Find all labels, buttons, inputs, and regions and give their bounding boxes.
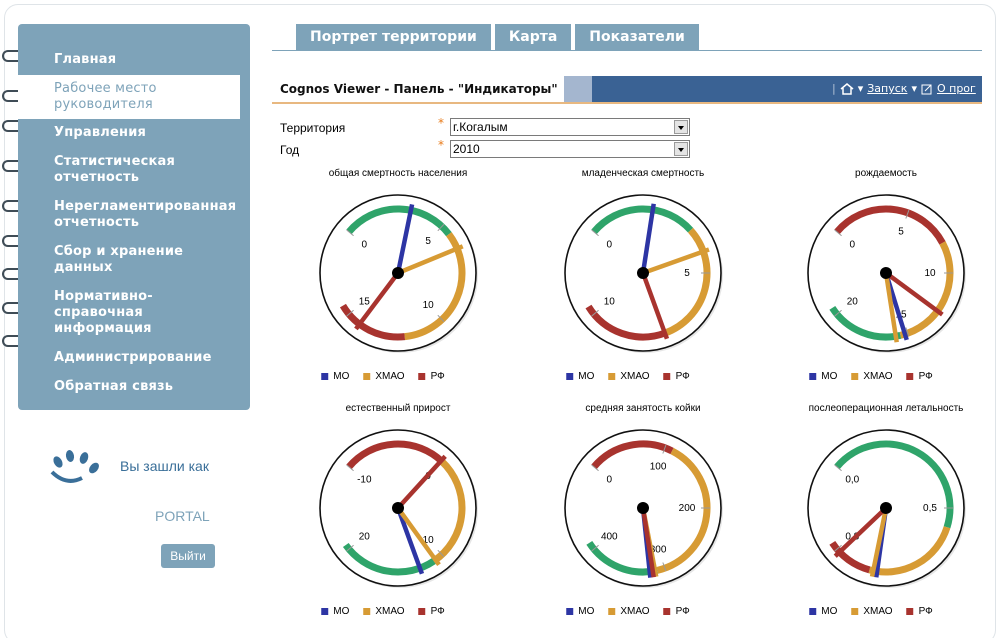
year-label: Год — [280, 143, 300, 157]
tab-territory-portrait[interactable]: Портрет территории — [296, 24, 491, 50]
filter-panel: Территория * г.Когалым Год * 2010 — [280, 116, 700, 162]
binder-ring — [2, 302, 24, 314]
launch-menu[interactable]: Запуск — [867, 82, 908, 95]
binder-rings — [0, 40, 30, 360]
viewer-underline — [272, 102, 982, 104]
nav-item-feedback[interactable]: Обратная связь — [54, 379, 174, 394]
viewer-header-accent — [564, 76, 592, 102]
binder-ring — [2, 268, 24, 280]
year-value: 2010 — [453, 142, 480, 156]
territory-label: Территория — [280, 121, 346, 135]
nav-item-home[interactable]: Главная — [54, 52, 117, 67]
required-marker: * — [438, 116, 444, 130]
nav-item-adhoc-reports[interactable]: Нерегламентированная отчетность — [54, 199, 237, 230]
nav-item-administration[interactable]: Администрирование — [54, 350, 212, 365]
home-icon[interactable] — [840, 82, 854, 95]
viewer-tools: | ▾ Запуск ▾ О прог — [832, 82, 976, 95]
binder-ring — [2, 200, 24, 212]
chevron-down-icon[interactable] — [674, 142, 688, 156]
top-tabs: Портрет территории Карта Показатели — [296, 24, 703, 50]
separator: | — [832, 82, 836, 95]
logout-button[interactable]: Выйти — [161, 544, 215, 568]
chevron-down-icon[interactable]: ▾ — [911, 82, 917, 95]
tab-divider — [272, 50, 982, 51]
nav-item-reference-info[interactable]: Нормативно-справочная информация — [54, 289, 153, 336]
binder-ring — [2, 120, 24, 132]
year-select[interactable]: 2010 — [450, 140, 690, 158]
chevron-down-icon[interactable]: ▾ — [857, 82, 864, 95]
edit-icon[interactable] — [921, 83, 933, 95]
viewer-header: Cognos Viewer - Панель - "Индикаторы" | … — [272, 76, 982, 102]
nav-item-departments[interactable]: Управления — [54, 125, 147, 140]
territory-filter: Территория * г.Когалым — [280, 116, 700, 140]
nav-item-data-collection[interactable]: Сбор и хранение данных — [54, 244, 184, 275]
binder-ring — [2, 335, 24, 347]
user-panel: Вы зашли как PORTAL Выйти — [18, 440, 250, 590]
about-link[interactable]: О прог — [936, 82, 976, 95]
chevron-down-icon[interactable] — [674, 120, 688, 134]
sidebar: Главная Рабочее место руководителя Управ… — [18, 24, 250, 410]
territory-value: г.Когалым — [453, 120, 508, 134]
territory-select[interactable]: г.Когалым — [450, 118, 690, 136]
year-filter: Год * 2010 — [280, 138, 700, 162]
binder-ring — [2, 160, 24, 172]
user-group-icon — [50, 450, 99, 483]
viewer-title: Cognos Viewer - Панель - "Индикаторы" — [280, 82, 558, 96]
binder-ring — [2, 90, 24, 102]
viewer-toolbar — [592, 76, 982, 102]
nav-item-statistical-reports[interactable]: Статистическая отчетность — [54, 154, 176, 185]
nav-item-manager-workplace[interactable]: Рабочее место руководителя — [18, 75, 240, 119]
binder-ring — [2, 50, 24, 62]
required-marker: * — [438, 138, 444, 152]
tab-map[interactable]: Карта — [494, 24, 572, 50]
tab-indicators[interactable]: Показатели — [575, 24, 699, 50]
user-name: PORTAL — [155, 508, 210, 524]
binder-ring — [2, 235, 24, 247]
logged-in-as-label: Вы зашли как — [120, 458, 209, 474]
